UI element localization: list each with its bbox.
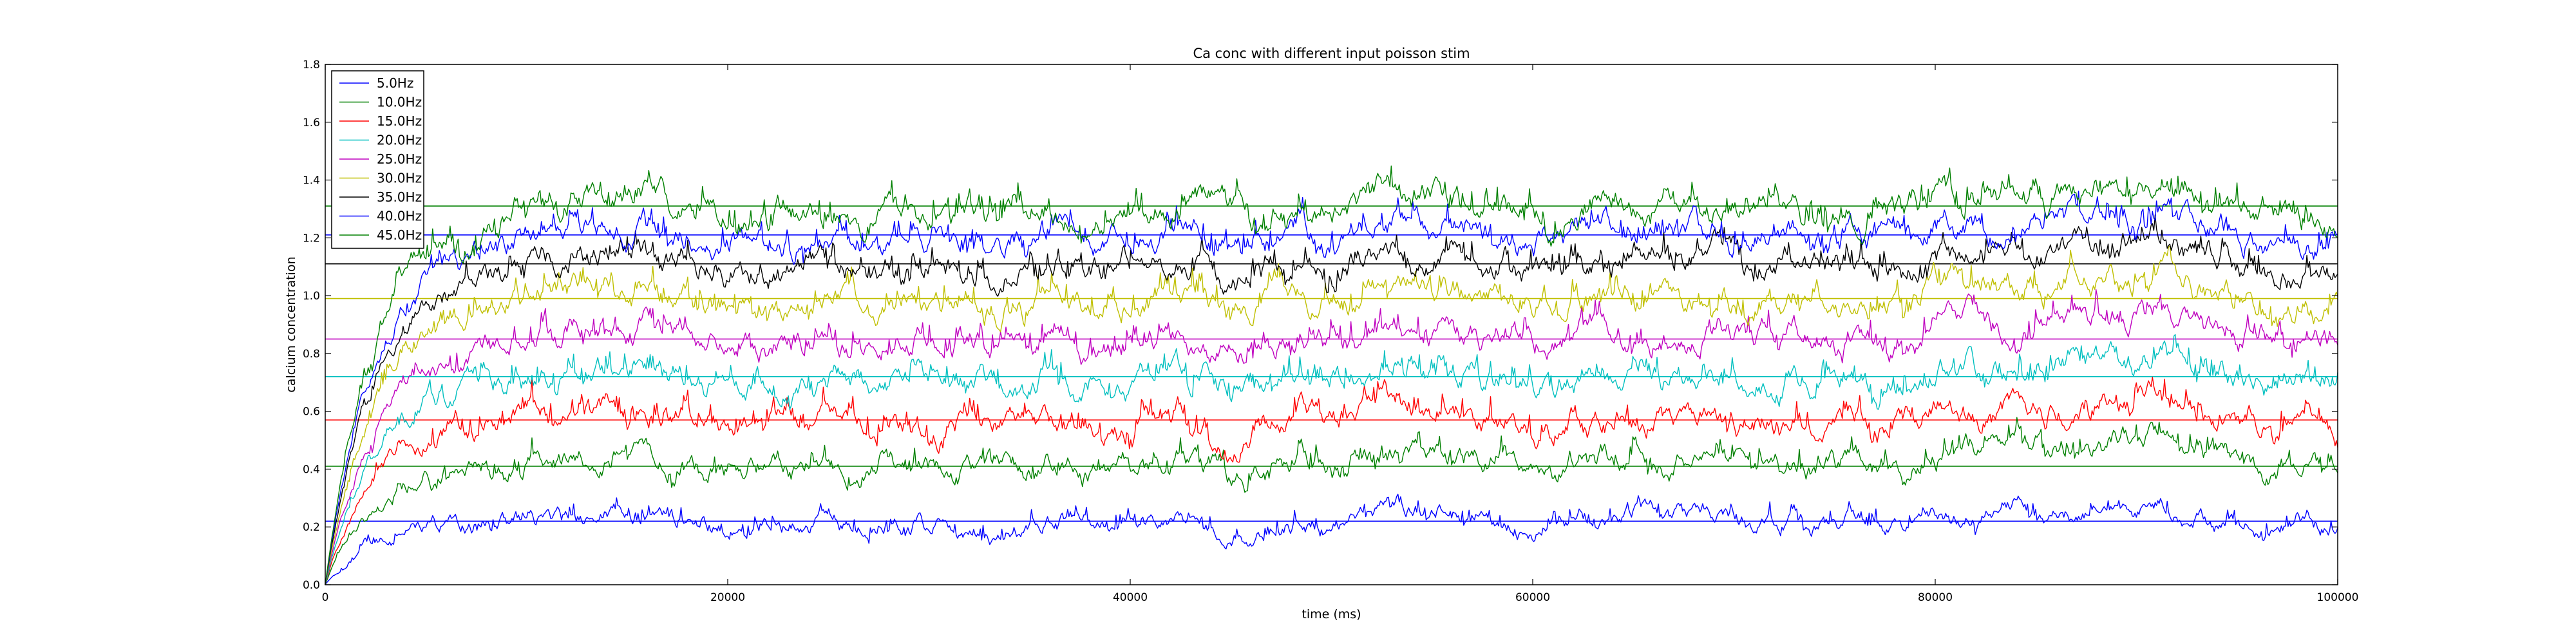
x-tick-label: 40000 xyxy=(1113,591,1148,604)
series-line-45-0Hz xyxy=(325,166,2338,585)
y-tick-label: 1.6 xyxy=(303,117,320,129)
legend-label: 25.0Hz xyxy=(377,151,422,167)
y-tick-label: 0.6 xyxy=(303,406,320,419)
y-tick-label: 1.0 xyxy=(303,290,320,303)
chart-title: Ca conc with different input poisson sti… xyxy=(1193,46,1470,61)
series-line-10-0Hz xyxy=(325,417,2338,585)
legend-label: 20.0Hz xyxy=(377,133,422,148)
legend-label: 40.0Hz xyxy=(377,209,422,224)
plot-frame xyxy=(325,64,2338,585)
legend-label: 45.0Hz xyxy=(377,227,422,243)
y-tick-label: 0.4 xyxy=(303,463,320,476)
y-tick-label: 1.2 xyxy=(303,232,320,245)
legend-label: 30.0Hz xyxy=(377,171,422,186)
y-tick-label: 0.2 xyxy=(303,521,320,534)
y-axis: 0.0 0.2 0.4 0.6 0.8 1.0 1.2 1.4 1.6 1.8 xyxy=(303,59,2338,592)
y-tick-label: 0.0 xyxy=(303,579,320,592)
series-line-25-0Hz xyxy=(325,289,2338,585)
y-tick-label: 0.8 xyxy=(303,348,320,361)
y-tick-label: 1.8 xyxy=(303,59,320,71)
y-axis-title: calcium concentration xyxy=(284,256,298,392)
legend-label: 35.0Hz xyxy=(377,189,422,205)
legend-label: 10.0Hz xyxy=(377,95,422,110)
x-tick-label: 20000 xyxy=(710,591,745,604)
series-line-30-0Hz xyxy=(325,245,2338,585)
x-tick-label: 80000 xyxy=(1918,591,1953,604)
x-tick-label: 100000 xyxy=(2317,591,2359,604)
x-axis-title: time (ms) xyxy=(1302,607,1361,621)
series-line-5-0Hz xyxy=(325,493,2338,585)
legend-label: 15.0Hz xyxy=(377,113,422,129)
x-tick-label: 60000 xyxy=(1515,591,1550,604)
plot-area xyxy=(325,64,2338,585)
legend-label: 5.0Hz xyxy=(377,75,413,91)
series-line-40-0Hz xyxy=(325,191,2338,585)
series-lines xyxy=(325,166,2338,585)
series-line-15-0Hz xyxy=(325,376,2338,585)
legend: 5.0Hz 10.0Hz 15.0Hz 20.0Hz 25.0Hz 30.0Hz 35.0H… xyxy=(331,70,424,249)
series-line-20-0Hz xyxy=(325,334,2338,585)
x-axis: 0 20000 40000 60000 80000 100000 xyxy=(322,64,2359,604)
x-tick-label: 0 xyxy=(322,591,329,604)
y-tick-label: 1.4 xyxy=(303,175,320,187)
series-line-35-0Hz xyxy=(325,214,2338,585)
